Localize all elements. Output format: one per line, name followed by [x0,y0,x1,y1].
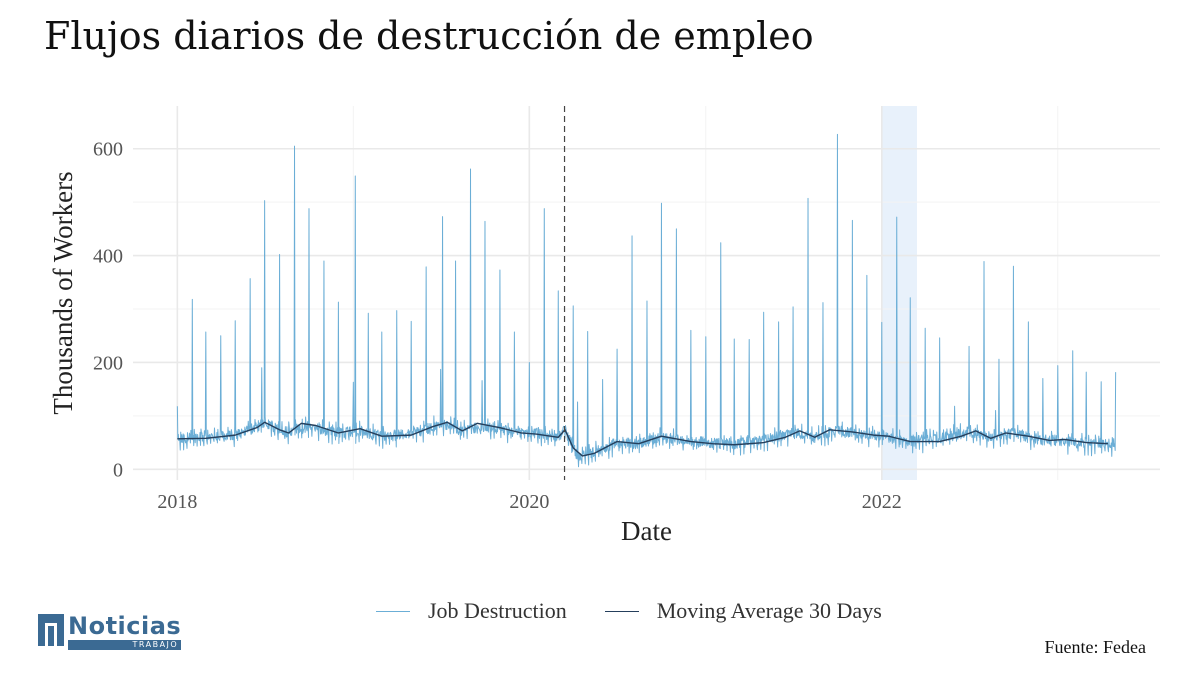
series-line-job-destruction [176,133,1117,468]
x-tick-label: 2022 [862,491,902,513]
legend-item-moving-average: Moving Average 30 Days [604,598,882,624]
chart-title: Flujos diarios de destrucción de empleo [44,14,814,58]
y-tick-label: 0 [113,459,123,481]
highlight-band [881,106,917,480]
x-axis-title: Date [621,516,672,546]
legend-item-job-destruction: Job Destruction [376,598,567,624]
legend-label: Job Destruction [428,598,567,623]
logo-name: Noticias [68,612,182,640]
legend-key-moving-average [604,610,639,612]
chart-legend: Job Destruction Moving Average 30 Days [376,598,920,624]
legend-label: Moving Average 30 Days [656,598,882,623]
legend-key-job-destruction [376,610,410,612]
logo-subtitle: TRABAJO [68,640,182,650]
series-line-moving-average [177,421,1108,457]
y-tick-label: 400 [93,246,123,268]
y-tick-label: 200 [93,352,123,374]
y-tick-label: 600 [93,139,123,161]
logo-mark-icon [38,614,64,646]
y-axis-title: Thousands of Workers [48,171,78,414]
source-note: Fuente: Fedea [1044,637,1146,657]
line-chart: 0 200 400 600 2018 2020 2022 Date Thousands of W… [48,106,1160,546]
x-tick-label: 2020 [509,491,549,513]
x-tick-label: 2018 [157,491,197,513]
noticias-trabajo-logo: Noticias TRABAJO [38,612,182,650]
